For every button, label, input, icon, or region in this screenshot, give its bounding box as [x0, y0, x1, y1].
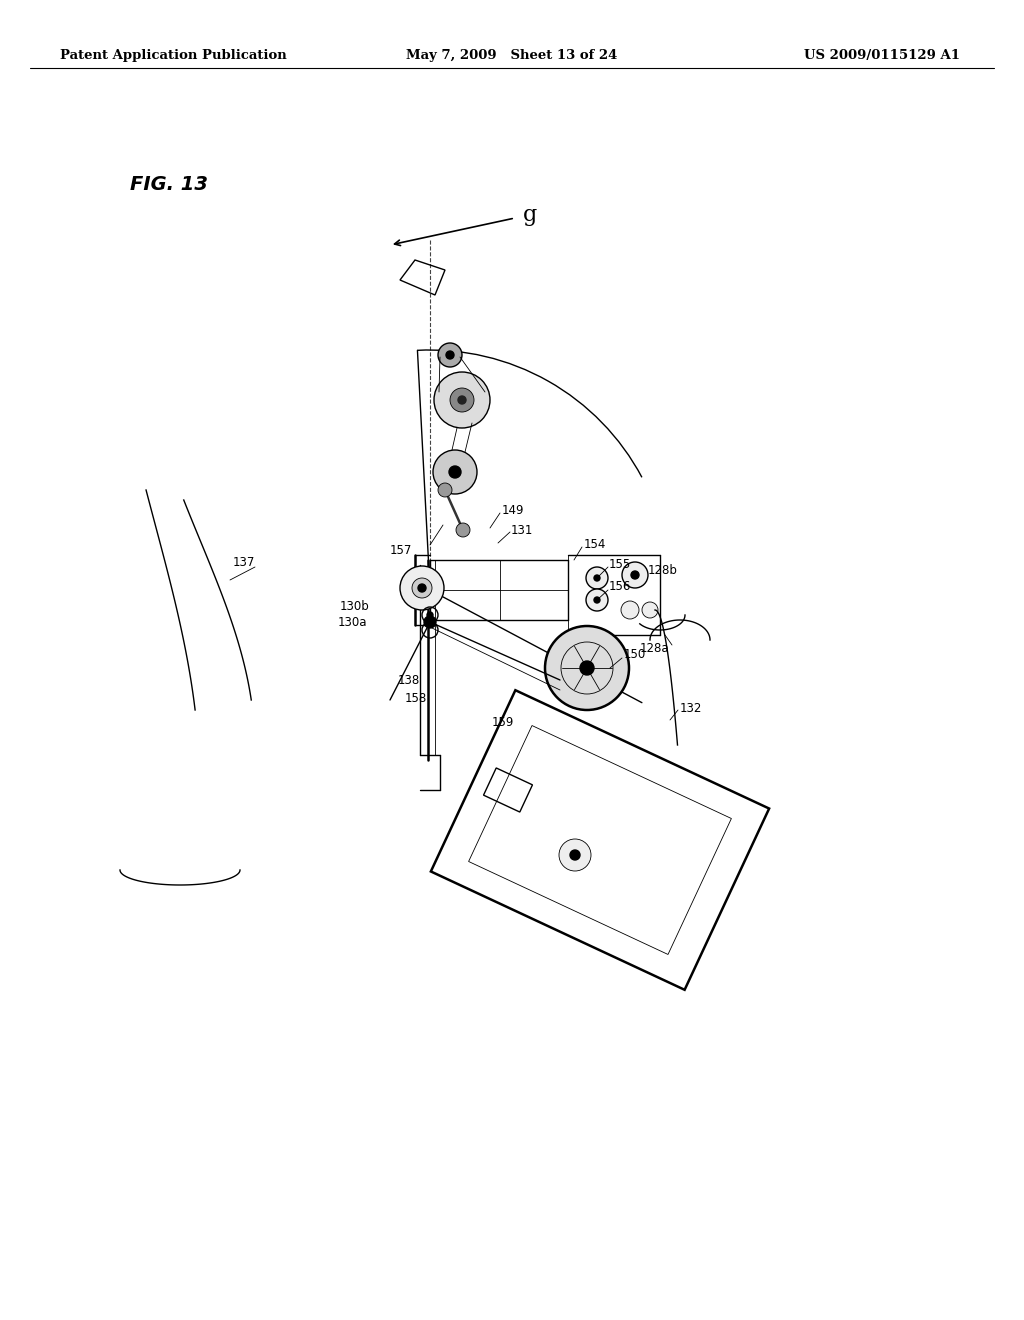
Text: 155: 155	[609, 558, 631, 572]
Circle shape	[438, 343, 462, 367]
Text: 157: 157	[390, 544, 413, 557]
Circle shape	[449, 466, 461, 478]
Circle shape	[642, 602, 658, 618]
Text: 131: 131	[511, 524, 534, 536]
Circle shape	[438, 483, 452, 498]
Text: 150: 150	[624, 648, 646, 661]
Text: 138: 138	[398, 673, 420, 686]
Circle shape	[545, 626, 629, 710]
Circle shape	[412, 578, 432, 598]
Text: US 2009/0115129 A1: US 2009/0115129 A1	[804, 49, 961, 62]
Circle shape	[621, 601, 639, 619]
Circle shape	[631, 572, 639, 579]
Circle shape	[418, 583, 426, 591]
Circle shape	[434, 372, 490, 428]
Text: 128b: 128b	[648, 564, 678, 577]
Circle shape	[594, 597, 600, 603]
Text: 128a: 128a	[640, 642, 670, 655]
Text: g: g	[523, 205, 538, 226]
Circle shape	[586, 589, 608, 611]
Text: Patent Application Publication: Patent Application Publication	[60, 49, 287, 62]
Text: 130a: 130a	[338, 615, 368, 628]
Text: 154: 154	[584, 537, 606, 550]
Text: 159: 159	[492, 715, 514, 729]
Circle shape	[446, 351, 454, 359]
Text: FIG. 13: FIG. 13	[130, 176, 208, 194]
Circle shape	[456, 523, 470, 537]
Text: 132: 132	[680, 701, 702, 714]
Circle shape	[622, 562, 648, 587]
Circle shape	[424, 616, 436, 628]
Text: 149: 149	[502, 503, 524, 516]
Text: 158: 158	[406, 692, 427, 705]
Circle shape	[580, 661, 594, 675]
Circle shape	[427, 612, 433, 618]
Circle shape	[400, 566, 444, 610]
Text: 156: 156	[609, 581, 632, 594]
Text: 130b: 130b	[340, 601, 370, 614]
Text: May 7, 2009   Sheet 13 of 24: May 7, 2009 Sheet 13 of 24	[407, 49, 617, 62]
Circle shape	[450, 388, 474, 412]
Circle shape	[433, 450, 477, 494]
Circle shape	[559, 840, 591, 871]
Text: 137: 137	[232, 557, 255, 569]
Circle shape	[594, 576, 600, 581]
Circle shape	[586, 568, 608, 589]
Circle shape	[458, 396, 466, 404]
Circle shape	[570, 850, 580, 861]
